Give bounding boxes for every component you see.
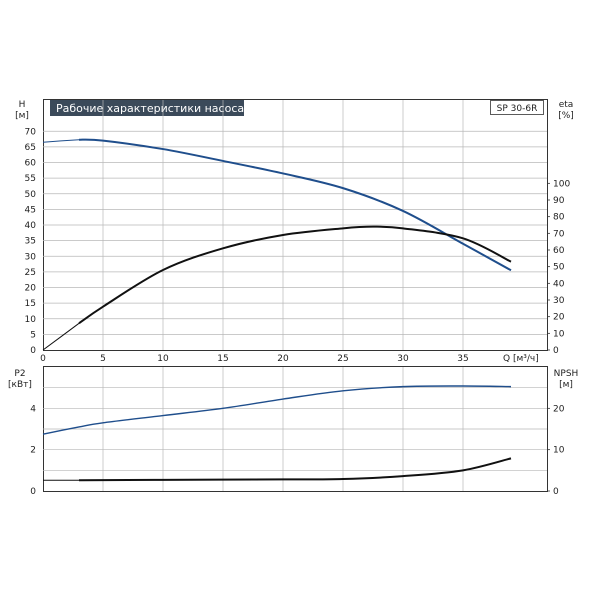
h-tick-label: 5	[30, 330, 36, 340]
h-tick-label: 20	[25, 284, 37, 294]
x-tick-label: 0	[40, 354, 46, 364]
grid-layer	[43, 100, 547, 491]
eta-tick-label: 80	[553, 213, 565, 223]
eta-axis-label: eta	[559, 100, 574, 110]
npsh-axis-label: NPSH	[554, 369, 579, 379]
x-tick-label: 10	[157, 354, 169, 364]
npsh-tick-label: 10	[553, 446, 565, 456]
h-tick-label: 0	[30, 346, 36, 356]
head-curve-extrapolated	[42, 139, 80, 143]
p2-axis-label: P2	[14, 369, 25, 379]
eta-tick-label: 50	[553, 263, 565, 273]
x-tick-label: 30	[397, 354, 409, 364]
eta-tick-label: 100	[553, 179, 570, 189]
eta-tick-label: 0	[553, 346, 559, 356]
h-tick-label: 25	[25, 268, 36, 278]
h-axis-label: H	[19, 100, 26, 110]
x-tick-label: 5	[100, 354, 106, 364]
h-tick-label: 70	[25, 127, 37, 137]
eta-tick-label: 40	[553, 279, 565, 289]
eta-tick-label: 70	[553, 229, 565, 239]
efficiency-curve-extrapolated	[42, 322, 80, 351]
eta-tick-label: 10	[553, 329, 565, 339]
h-tick-label: 40	[25, 221, 37, 231]
npsh-tick-label: 20	[553, 404, 565, 414]
npsh-tick-label: 0	[553, 487, 559, 497]
power-curve	[42, 385, 512, 435]
h-tick-label: 55	[25, 174, 36, 184]
chart-title: Рабочие характеристики насоса	[56, 102, 244, 115]
eta-axis-unit: [%]	[558, 111, 574, 121]
h-tick-label: 45	[25, 205, 36, 215]
q-axis-label: Q [м³/ч]	[503, 354, 539, 364]
h-tick-label: 65	[25, 143, 36, 153]
h-tick-label: 30	[25, 252, 37, 262]
model-label: SP 30-6R	[497, 104, 538, 114]
p2-tick-label: 0	[30, 487, 36, 497]
p2-tick-label: 4	[30, 404, 36, 414]
model-box	[490, 100, 544, 115]
x-tick-label: 20	[277, 354, 289, 364]
eta-tick-label: 20	[553, 313, 565, 323]
efficiency-curve	[78, 225, 512, 325]
h-tick-label: 60	[25, 159, 37, 169]
h-tick-label: 10	[25, 315, 37, 325]
eta-tick-label: 60	[553, 246, 565, 256]
x-tick-label: 15	[217, 354, 228, 364]
x-tick-label: 25	[337, 354, 348, 364]
h-tick-label: 50	[25, 190, 37, 200]
eta-tick-label: 90	[553, 196, 565, 206]
h-tick-label: 35	[25, 237, 36, 247]
head-curve	[78, 138, 512, 272]
npsh-axis-unit: [м]	[559, 380, 573, 390]
p2-axis-unit: [кВт]	[8, 380, 32, 390]
series-layer	[42, 138, 512, 482]
eta-tick-label: 30	[553, 296, 565, 306]
h-tick-label: 15	[25, 299, 36, 309]
x-tick-label: 35	[457, 354, 468, 364]
tick-layer: 0 5 10 15 20 25 30 3505101520253035404550556065…	[25, 127, 571, 497]
npsh-curve	[78, 457, 512, 482]
p2-tick-label: 2	[30, 446, 36, 456]
title-box	[50, 100, 244, 116]
h-axis-unit: [м]	[15, 111, 29, 121]
